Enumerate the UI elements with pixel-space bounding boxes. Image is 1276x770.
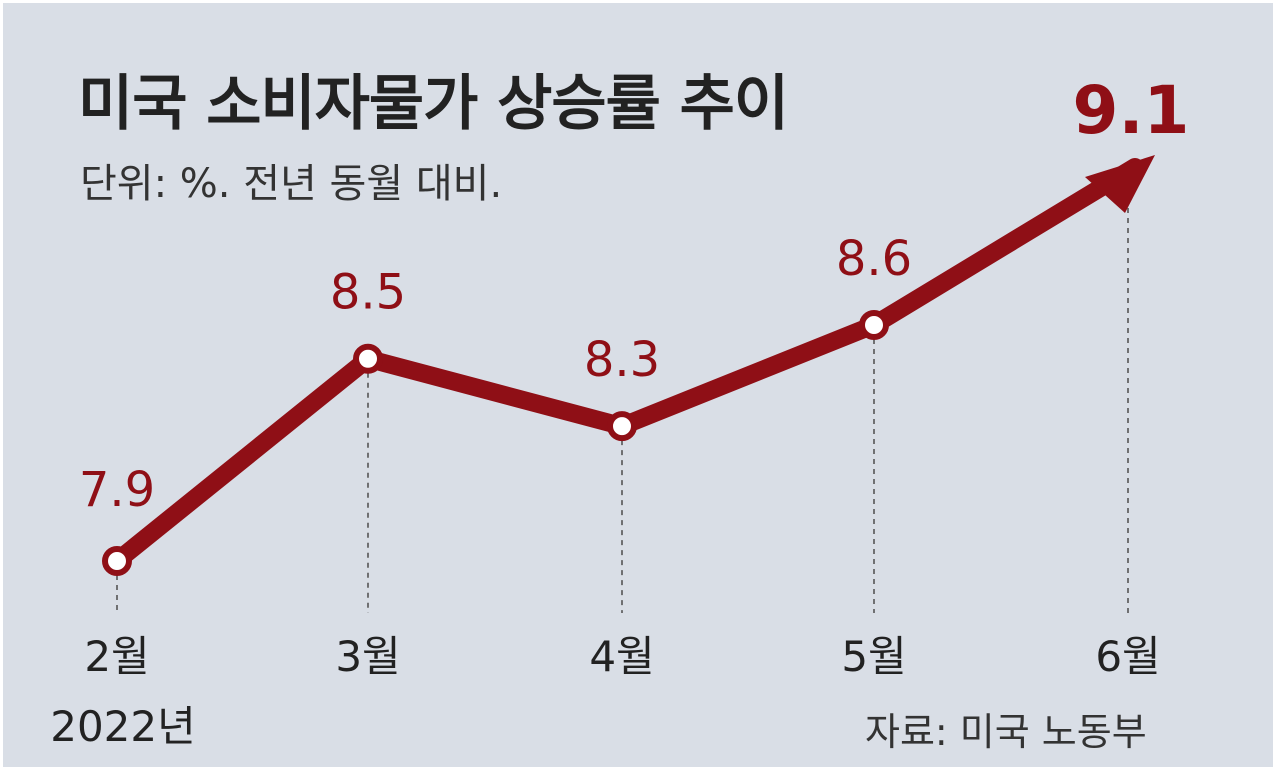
data-label-1: 7.9 (79, 462, 155, 518)
chart-subtitle: 단위: %. 전년 동월 대비. (80, 161, 503, 207)
chart-title: 미국 소비자물가 상승률 추이 (78, 69, 789, 139)
data-point-2 (353, 343, 383, 374)
chart-plot: 7.9 8.5 8.3 8.6 9.1 2월 3월 4월 5월 6월 2022년 (50, 72, 1190, 751)
data-label-4: 8.6 (836, 231, 912, 287)
series-segment-3 (613, 316, 883, 436)
x-tick-label-1: 2월 (84, 632, 149, 681)
year-label: 2022년 (50, 702, 196, 751)
series-segment-1 (108, 349, 377, 570)
data-point-3 (607, 411, 637, 442)
x-tick-label-5: 6월 (1095, 632, 1160, 681)
chart-frame: 미국 소비자물가 상승률 추이 단위: %. 전년 동월 대비. 7.9 8.5 8… (3, 3, 1273, 767)
data-point-1 (102, 546, 132, 576)
data-label-5: 9.1 (1073, 72, 1190, 149)
x-tick-label-3: 4월 (589, 632, 654, 681)
arrow-head (1085, 155, 1155, 213)
x-tick-label-4: 5월 (841, 632, 906, 681)
data-point-4 (859, 310, 889, 340)
x-tick-label-2: 3월 (335, 632, 400, 681)
data-label-3: 8.3 (584, 332, 660, 388)
data-label-2: 8.5 (330, 265, 406, 321)
series-segment-arrow (865, 158, 1144, 334)
series-segment-2 (359, 349, 631, 436)
source-note: 자료: 미국 노동부 (865, 710, 1147, 754)
